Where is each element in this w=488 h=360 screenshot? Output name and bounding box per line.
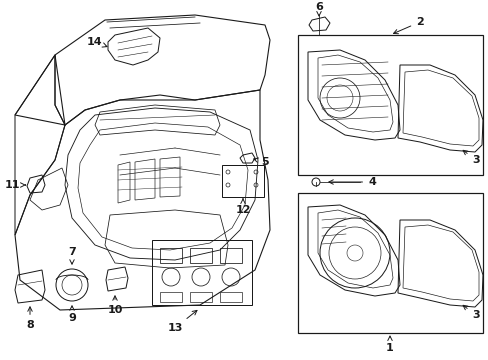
Text: 14: 14 xyxy=(87,37,107,47)
Bar xyxy=(160,248,182,263)
Bar xyxy=(152,240,251,305)
Circle shape xyxy=(346,245,362,261)
Text: 11: 11 xyxy=(4,180,25,190)
Text: 4: 4 xyxy=(328,177,375,187)
Text: 6: 6 xyxy=(314,2,322,16)
Text: 12: 12 xyxy=(235,199,250,215)
Text: 2: 2 xyxy=(393,17,423,34)
Bar xyxy=(297,193,482,333)
Bar xyxy=(222,165,264,197)
Text: 8: 8 xyxy=(26,307,34,330)
Text: 7: 7 xyxy=(68,247,76,264)
Text: 1: 1 xyxy=(386,336,393,353)
Text: 10: 10 xyxy=(107,296,122,315)
Bar xyxy=(160,292,182,302)
Text: 9: 9 xyxy=(68,306,76,323)
Text: 5: 5 xyxy=(253,157,268,167)
Bar xyxy=(220,292,242,302)
Bar xyxy=(190,248,212,263)
Text: 3: 3 xyxy=(462,150,479,165)
Text: 13: 13 xyxy=(167,310,197,333)
Bar xyxy=(220,248,242,263)
Bar xyxy=(297,35,482,175)
Text: 3: 3 xyxy=(462,305,479,320)
Bar xyxy=(190,292,212,302)
